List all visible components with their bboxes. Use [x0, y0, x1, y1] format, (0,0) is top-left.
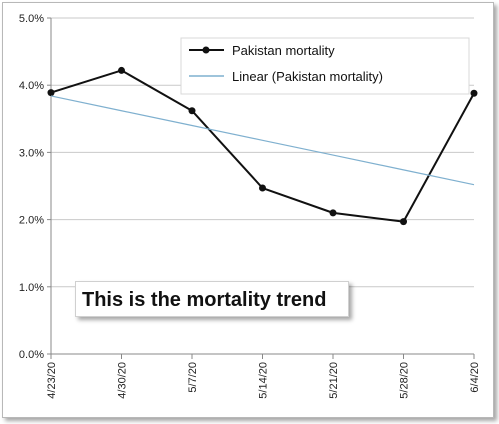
y-tick-label-0: 0.0% [19, 349, 44, 361]
y-tick-label-2: 2.0% [19, 215, 44, 227]
y-tick-label-5: 5.0% [19, 13, 44, 25]
x-tick-labels: 4/23/20 4/30/20 5/7/20 5/14/20 5/21/20 5/28/2… [46, 362, 481, 399]
legend: Pakistan mortality Linear (Pakistan mort… [180, 37, 470, 95]
x-tick-label-6: 6/4/20 [469, 362, 481, 393]
legend-box [180, 37, 470, 95]
axes [47, 17, 475, 359]
data-point-s0-1 [118, 66, 125, 74]
legend-marker-series-0 [202, 46, 210, 54]
x-tick-label-1: 4/30/20 [117, 362, 129, 399]
y-tick-labels: 0.0% 1.0% 2.0% 3.0% 4.0% 5.0% [19, 13, 44, 361]
data-point-s0-6 [470, 89, 478, 97]
series-line-1 [50, 95, 475, 186]
x-tick-label-3: 5/14/20 [258, 362, 270, 399]
x-tick-label-5: 5/28/20 [399, 362, 411, 399]
data-point-s0-2 [188, 107, 196, 115]
data-point-s0-0 [47, 89, 55, 97]
chart-annotation: This is the mortality trend [75, 281, 349, 317]
x-tick-label-0: 4/23/20 [46, 362, 58, 399]
y-tick-label-4: 4.0% [19, 80, 44, 92]
legend-label-series-1: Linear (Pakistan mortality) [232, 69, 383, 84]
data-point-s0-5 [400, 218, 407, 226]
data-point-s0-3 [259, 184, 266, 192]
y-tick-label-3: 3.0% [19, 147, 44, 159]
y-tick-label-1: 1.0% [19, 282, 44, 294]
x-tick-label-4: 5/21/20 [328, 362, 340, 399]
series [47, 66, 478, 226]
data-point-s0-4 [329, 209, 337, 217]
x-tick-label-2: 5/7/20 [187, 362, 199, 393]
legend-label-series-0: Pakistan mortality [232, 43, 335, 58]
